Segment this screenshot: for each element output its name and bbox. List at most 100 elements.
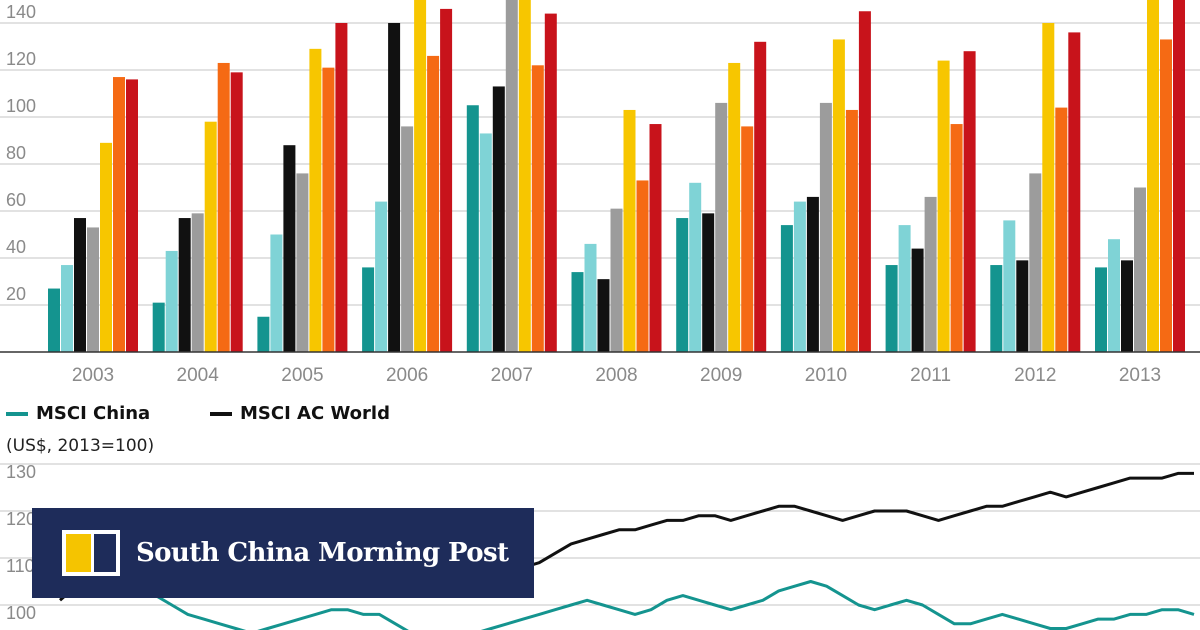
bar-2005-s5 [322, 67, 335, 353]
bar-2007-s5 [531, 65, 544, 353]
bar-2004-s0 [152, 302, 165, 352]
bar-2006-s3 [401, 126, 414, 353]
bar-2008-s2 [597, 279, 610, 352]
bar-2010-s2 [806, 196, 819, 352]
legend-label-msci-ac-world: MSCI AC World [240, 403, 390, 424]
x-tick-2010: 2010 [805, 365, 847, 386]
brand-name: South China Morning Post [136, 538, 509, 568]
bar-2008-s5 [636, 180, 649, 352]
bar-2011-s5 [950, 124, 963, 352]
bar-2013-s0 [1095, 267, 1107, 352]
bar-2009-s5 [741, 126, 754, 353]
units-label: (US$, 2013=100) [6, 436, 155, 456]
bar-2006-s6 [440, 8, 453, 353]
x-tick-2005: 2005 [281, 365, 323, 386]
bar-2003-s2 [74, 218, 86, 352]
bar-2004-s6 [230, 72, 243, 352]
x-tick-2006: 2006 [386, 365, 428, 386]
y-tick-120: 120 [6, 49, 36, 69]
bar-2009-s0 [676, 218, 689, 352]
bar-2006-s5 [427, 55, 440, 353]
bar-2011-s3 [924, 196, 937, 352]
bar-2013-s6 [1173, 0, 1185, 352]
bar-2010-s6 [858, 11, 871, 352]
bar-2007-s6 [544, 13, 557, 352]
y-tick-20: 20 [6, 284, 26, 304]
bar-2007-s3 [505, 0, 518, 352]
bar-2011-s6 [963, 51, 976, 352]
bar-2009-s1 [689, 182, 702, 352]
line-y-tick-100: 100 [6, 603, 36, 623]
legend-item-msci-ac-world: MSCI AC World [210, 403, 390, 424]
bar-2011-s4 [937, 60, 950, 352]
bar-2010-s0 [780, 225, 793, 352]
bar-2012-s5 [1055, 107, 1068, 352]
bar-2004-s2 [178, 218, 191, 352]
bar-2013-s4 [1147, 0, 1159, 352]
bar-2006-s2 [388, 23, 401, 352]
bar-2003-s0 [48, 288, 60, 352]
bar-2013-s1 [1108, 239, 1120, 352]
line-y-tick-120: 120 [6, 509, 36, 529]
bar-2008-s6 [649, 124, 662, 352]
x-tick-2007: 2007 [491, 365, 533, 386]
bar-2003-s1 [61, 265, 73, 352]
legend-label-msci-china: MSCI China [36, 403, 151, 424]
bar-2008-s4 [623, 109, 636, 352]
bar-2006-s1 [375, 201, 388, 352]
bar-2004-s3 [191, 213, 204, 352]
bar-2003-s3 [87, 227, 99, 352]
bar-2012-s4 [1042, 23, 1055, 352]
bar-2008-s3 [610, 208, 623, 352]
bar-2004-s4 [204, 121, 217, 352]
y-tick-100: 100 [6, 96, 36, 116]
bar-2012-s6 [1068, 32, 1081, 353]
bar-2010-s3 [819, 102, 832, 353]
bar-2006-s4 [414, 0, 427, 352]
x-tick-2004: 2004 [177, 365, 220, 386]
bar-2012-s0 [990, 265, 1003, 352]
x-tick-2009: 2009 [700, 365, 742, 386]
line-y-tick-130: 130 [6, 462, 36, 482]
bar-2010-s5 [845, 109, 858, 352]
bar-2005-s0 [257, 316, 270, 352]
bar-2013-s5 [1160, 39, 1172, 352]
bar-2007-s4 [518, 0, 531, 352]
line-y-tick-110: 110 [6, 556, 35, 576]
x-tick-2012: 2012 [1014, 365, 1056, 386]
bar-2009-s2 [702, 213, 715, 352]
legend-item-msci-china: MSCI China [6, 403, 150, 424]
series-line-msci-china [59, 580, 1195, 630]
bar-2008-s0 [571, 272, 584, 352]
bar-2005-s6 [335, 23, 348, 352]
bar-2009-s6 [754, 41, 767, 353]
bar-2004-s1 [165, 250, 178, 352]
x-tick-2008: 2008 [595, 365, 637, 386]
x-tick-2011: 2011 [910, 365, 951, 386]
bar-2007-s1 [479, 133, 492, 352]
legend-swatch-msci-china [6, 411, 28, 416]
bar-2012-s1 [1003, 220, 1016, 352]
bar-2003-s4 [100, 142, 112, 352]
bar-2011-s0 [885, 265, 898, 352]
bar-2010-s4 [832, 39, 845, 352]
bar-2006-s0 [362, 267, 375, 352]
bar-2009-s4 [728, 62, 741, 352]
bar-2013-s2 [1121, 260, 1133, 352]
bar-2007-s0 [466, 105, 479, 352]
bar-2010-s1 [793, 201, 806, 352]
brand-banner[interactable]: South China Morning Post [32, 508, 534, 598]
bar-2009-s3 [715, 102, 728, 353]
bar-2013-s3 [1134, 187, 1146, 352]
bar-2007-s2 [492, 86, 505, 352]
bar-2012-s3 [1029, 173, 1042, 352]
bar-2011-s1 [898, 225, 911, 352]
bar-2004-s5 [217, 62, 230, 352]
bar-2005-s1 [270, 234, 283, 352]
x-tick-2003: 2003 [72, 365, 114, 386]
legend-swatch-msci-ac-world [210, 411, 232, 416]
y-tick-40: 40 [6, 237, 26, 257]
y-tick-80: 80 [6, 143, 26, 163]
bar-2005-s3 [296, 173, 309, 352]
bar-2008-s1 [584, 243, 597, 352]
